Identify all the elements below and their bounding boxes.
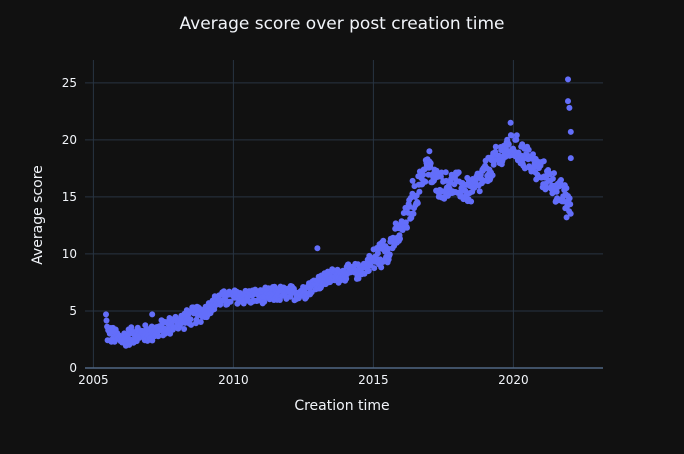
- x-tick-label: 2020: [498, 373, 529, 387]
- tick-labels: 2005 2010 2015 2020 0 5 10 15 20 25: [62, 76, 529, 387]
- data-point: [553, 188, 560, 195]
- data-point: [566, 195, 573, 202]
- data-point: [410, 210, 417, 217]
- data-point: [492, 143, 499, 150]
- data-point: [103, 317, 110, 324]
- y-tick-label: 5: [69, 304, 77, 318]
- data-point: [314, 245, 321, 252]
- data-point: [427, 160, 434, 167]
- y-tick-label: 15: [62, 190, 77, 204]
- data-points: [103, 76, 574, 349]
- data-point: [490, 161, 497, 168]
- data-point: [400, 210, 407, 216]
- data-point: [563, 185, 570, 192]
- data-point: [187, 316, 194, 323]
- data-point: [378, 264, 385, 271]
- chart-title: Average score over post creation time: [180, 14, 505, 34]
- y-tick-label: 20: [62, 133, 77, 147]
- x-axis-title: Creation time: [294, 398, 389, 414]
- data-point: [227, 298, 234, 305]
- y-tick-label: 25: [62, 76, 77, 90]
- data-point: [374, 250, 381, 257]
- data-point: [442, 169, 449, 176]
- data-point: [567, 128, 574, 135]
- data-point: [476, 188, 483, 195]
- data-point: [197, 319, 204, 325]
- data-point: [565, 98, 571, 105]
- data-point: [409, 177, 416, 184]
- data-point: [371, 265, 378, 272]
- data-point: [543, 184, 550, 191]
- x-tick-label: 2015: [358, 373, 389, 387]
- data-point: [513, 132, 520, 139]
- data-point: [551, 170, 557, 177]
- data-point: [416, 188, 423, 195]
- data-point: [380, 237, 387, 244]
- data-point: [508, 132, 515, 139]
- data-point: [188, 321, 195, 328]
- data-point: [149, 311, 156, 318]
- data-point: [525, 146, 532, 153]
- data-point: [567, 210, 574, 217]
- data-point: [565, 76, 571, 83]
- data-point: [155, 333, 162, 340]
- x-tick-label: 2010: [218, 373, 249, 387]
- data-point: [540, 158, 547, 165]
- data-point: [566, 104, 573, 111]
- data-point: [422, 178, 429, 185]
- y-tick-label: 0: [69, 361, 77, 375]
- data-point: [567, 155, 574, 162]
- data-point: [558, 177, 564, 183]
- data-point: [563, 214, 570, 221]
- data-point: [261, 298, 268, 305]
- data-point: [103, 311, 109, 318]
- data-point: [397, 235, 403, 242]
- y-tick-label: 10: [62, 247, 77, 261]
- data-point: [365, 267, 372, 274]
- data-point: [468, 198, 475, 205]
- data-point: [438, 169, 445, 176]
- data-point: [404, 224, 410, 231]
- data-point: [420, 171, 427, 178]
- data-point: [530, 151, 536, 158]
- data-point: [505, 141, 512, 148]
- data-point: [489, 172, 496, 179]
- data-point: [343, 275, 350, 282]
- data-point: [386, 251, 393, 258]
- data-point: [507, 119, 514, 126]
- data-point: [426, 148, 433, 155]
- data-point: [181, 326, 188, 332]
- data-point: [567, 201, 574, 208]
- data-point: [414, 200, 421, 207]
- x-tick-label: 2005: [78, 373, 109, 387]
- data-point: [513, 136, 520, 143]
- data-point: [355, 275, 362, 282]
- y-axis-title: Average score: [30, 165, 46, 265]
- data-point: [402, 219, 409, 226]
- data-point: [455, 169, 462, 176]
- data-point: [549, 175, 556, 182]
